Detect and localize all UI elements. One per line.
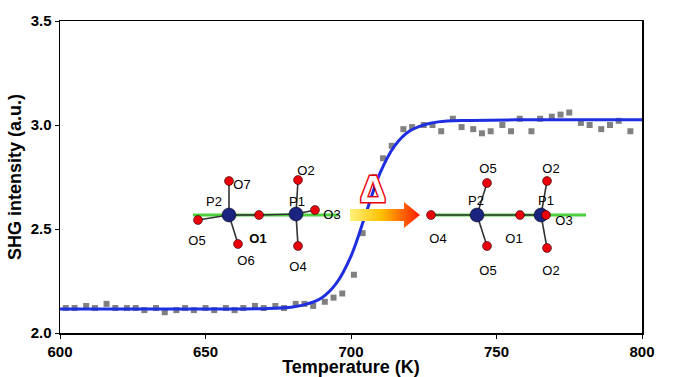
svg-text:O4: O4 bbox=[429, 231, 446, 246]
svg-text:800: 800 bbox=[629, 343, 654, 360]
svg-text:O1: O1 bbox=[249, 231, 266, 246]
svg-text:O6: O6 bbox=[237, 253, 254, 268]
svg-text:O7: O7 bbox=[233, 177, 250, 192]
svg-text:O3: O3 bbox=[323, 207, 340, 222]
svg-text:700: 700 bbox=[338, 343, 363, 360]
svg-text:Δ: Δ bbox=[360, 169, 386, 210]
svg-text:2.5: 2.5 bbox=[31, 220, 52, 237]
svg-text:750: 750 bbox=[484, 343, 509, 360]
svg-text:O2: O2 bbox=[542, 161, 559, 176]
svg-text:O5: O5 bbox=[188, 233, 205, 248]
svg-text:O1: O1 bbox=[505, 231, 522, 246]
svg-text:O3: O3 bbox=[555, 213, 572, 228]
svg-text:O2: O2 bbox=[297, 163, 314, 178]
svg-text:P2: P2 bbox=[468, 193, 484, 208]
svg-text:P1: P1 bbox=[289, 194, 305, 209]
svg-text:O4: O4 bbox=[289, 259, 306, 274]
svg-text:3.0: 3.0 bbox=[31, 116, 52, 133]
svg-text:2.0: 2.0 bbox=[31, 324, 52, 341]
svg-text:O2: O2 bbox=[542, 263, 559, 278]
svg-text:P1: P1 bbox=[538, 193, 554, 208]
svg-text:650: 650 bbox=[193, 343, 218, 360]
svg-text:SHG intensity (a.u.): SHG intensity (a.u.) bbox=[5, 94, 25, 260]
svg-text:Temperature (K): Temperature (K) bbox=[282, 357, 420, 377]
svg-text:600: 600 bbox=[47, 343, 72, 360]
svg-text:O5: O5 bbox=[479, 263, 496, 278]
svg-text:P2: P2 bbox=[206, 194, 222, 209]
svg-text:3.5: 3.5 bbox=[31, 12, 52, 29]
svg-text:O5: O5 bbox=[479, 161, 496, 176]
